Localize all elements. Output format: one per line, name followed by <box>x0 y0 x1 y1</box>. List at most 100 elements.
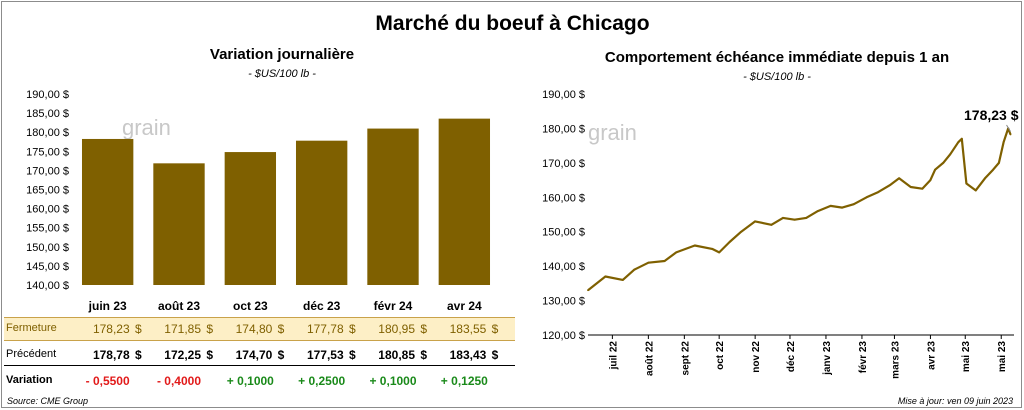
data-point <box>1009 133 1012 136</box>
data-point <box>992 168 995 171</box>
y-tick-label: 160,00 $ <box>542 192 585 204</box>
data-point <box>888 184 891 187</box>
x-tick-label: avr 24 <box>447 299 482 313</box>
data-point <box>960 137 963 140</box>
x-tick-label: oct 23 <box>233 299 268 313</box>
data-point <box>693 244 696 247</box>
data-point <box>1002 141 1005 144</box>
cell-currency: $ <box>277 322 285 336</box>
data-point <box>728 241 731 243</box>
bar <box>438 118 491 285</box>
data-point <box>587 289 589 292</box>
y-tick-label: 155,00 $ <box>26 223 69 235</box>
x-tick-label: janv 23 <box>822 341 833 376</box>
bar <box>224 152 277 285</box>
data-point <box>957 141 960 144</box>
y-tick-label: 145,00 $ <box>26 261 69 273</box>
data-point <box>663 260 666 262</box>
x-tick-label: août 23 <box>158 299 200 313</box>
data-point <box>984 177 986 180</box>
x-tick-label: févr 24 <box>374 299 413 313</box>
variation-cell: + 0,1250 <box>440 374 488 388</box>
data-point <box>782 217 784 219</box>
data-point <box>711 248 714 250</box>
x-tick-label: avr 23 <box>926 341 937 370</box>
y-tick-label: 160,00 $ <box>26 204 69 216</box>
cell-currency: $ <box>491 348 499 362</box>
data-point <box>909 186 912 188</box>
data-point <box>942 161 945 164</box>
x-tick-label: déc 23 <box>303 299 341 313</box>
data-point <box>829 204 832 207</box>
variation-cell: + 0,2500 <box>298 374 346 388</box>
y-tick-label: 150,00 $ <box>542 227 585 239</box>
data-point <box>998 161 1000 164</box>
cell-currency: $ <box>420 322 427 336</box>
source-note: Source: CME Group <box>7 396 89 406</box>
y-tick-label: 180,00 $ <box>542 123 585 135</box>
x-tick-label: nov 22 <box>751 341 762 373</box>
data-point <box>621 279 624 281</box>
table-row-precedent: Précédent 178,78 $172,25 $174,70 $177,53 $18… <box>4 344 515 366</box>
data-point <box>816 210 819 212</box>
y-tick-label: 175,00 $ <box>26 146 69 158</box>
table-row-fermeture: Fermeture 178,23 $171,85 $174,80 $177,78 $18… <box>4 317 515 341</box>
data-point <box>770 223 773 226</box>
y-tick-label: 190,00 $ <box>542 89 585 101</box>
data-point <box>754 220 757 223</box>
cell-currency: $ <box>206 348 213 362</box>
watermark-text: grain <box>122 115 171 140</box>
data-point <box>852 203 855 206</box>
series-line <box>587 127 1012 292</box>
last-value-leader <box>1006 124 1011 132</box>
y-tick-label: 150,00 $ <box>26 242 69 254</box>
cell-currency: $ <box>491 322 499 336</box>
data-point <box>877 191 880 194</box>
cell-currency: $ <box>206 322 213 336</box>
bar-chart-title: Variation journalière <box>209 46 355 63</box>
y-tick-label: 120,00 $ <box>542 330 585 342</box>
data-point <box>974 189 977 192</box>
cell-value: 177,53 <box>306 348 344 362</box>
cell-value: 178,78 <box>92 348 130 362</box>
cell-value: 177,78 <box>306 322 344 336</box>
cell-value: 172,25 <box>164 348 201 362</box>
x-tick-label: mai 23 <box>961 341 972 373</box>
y-tick-label: 170,00 $ <box>26 165 69 177</box>
variation-cell: + 0,1000 <box>226 374 274 388</box>
data-point <box>793 218 796 221</box>
variation-cell: - 0,5500 <box>85 374 130 388</box>
y-tick-label: 190,00 $ <box>26 89 69 101</box>
bar <box>153 163 205 285</box>
cell-currency: $ <box>348 348 356 362</box>
data-point <box>633 268 636 271</box>
bar <box>81 138 134 285</box>
cell-currency: $ <box>277 348 285 362</box>
y-tick-label: 185,00 $ <box>26 108 69 120</box>
cell-currency: $ <box>134 322 142 336</box>
y-tick-label: 130,00 $ <box>542 296 585 308</box>
variation-cell: - 0,4000 <box>156 374 202 388</box>
y-tick-label: 140,00 $ <box>26 280 69 292</box>
line-chart-title: Comportement échéance immédiate depuis 1… <box>604 49 950 66</box>
watermark-text: grain <box>588 120 637 145</box>
data-point <box>675 251 678 254</box>
line-chart-subtitle: - $US/100 lb - <box>743 71 811 83</box>
data-point <box>929 179 932 181</box>
y-tick-label: 165,00 $ <box>26 185 69 197</box>
x-tick-label: mars 23 <box>890 341 901 379</box>
x-tick-label: oct 22 <box>715 341 726 370</box>
table-row-variation: Variation - 0,5500 - 0,4000 + 0,1000 + 0,25… <box>4 370 515 392</box>
cell-currency: $ <box>134 348 142 362</box>
row-label-fermeture: Fermeture <box>6 322 57 334</box>
cell-value: 183,55 <box>449 322 487 336</box>
data-point <box>865 196 868 199</box>
x-tick-label: févr 23 <box>858 341 869 374</box>
x-tick-label: déc 22 <box>786 341 797 373</box>
bar-chart-subtitle: - $US/100 lb - <box>248 68 316 80</box>
x-tick-label: sept 22 <box>680 341 691 376</box>
y-tick-label: 170,00 $ <box>542 158 585 170</box>
cell-value: 178,23 <box>92 322 130 336</box>
